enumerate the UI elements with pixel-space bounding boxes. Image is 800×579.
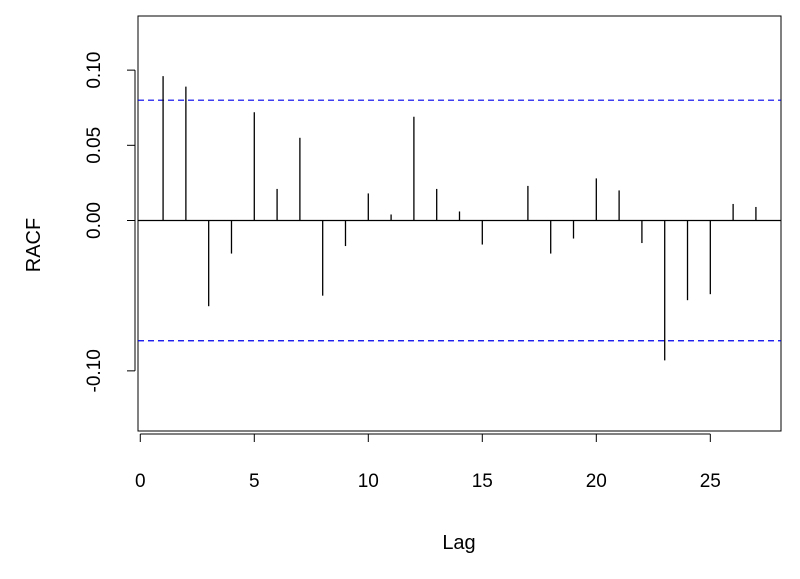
acf-bars	[162, 76, 757, 361]
x-tick-label: 0	[135, 471, 146, 492]
x-axis-title: Lag	[442, 532, 475, 554]
x-tick-label: 10	[358, 471, 379, 492]
x-tick-label: 5	[249, 471, 260, 492]
x-tick-label: 15	[472, 471, 493, 492]
y-tick-label: -0.10	[84, 349, 105, 392]
confidence-limits	[138, 99, 781, 342]
y-tick-label: 0.10	[84, 52, 105, 89]
plot-frame	[137, 15, 782, 432]
x-axis: 0 5 10 15 20 25	[135, 433, 721, 492]
y-tick-label: 0.00	[84, 202, 105, 239]
y-axis: -0.10 0.00 0.05 0.10	[84, 52, 136, 393]
x-tick-label: 20	[586, 471, 607, 492]
y-axis-title: RACF	[23, 218, 45, 272]
x-tick-label: 25	[700, 471, 721, 492]
y-tick-label: 0.05	[84, 127, 105, 164]
